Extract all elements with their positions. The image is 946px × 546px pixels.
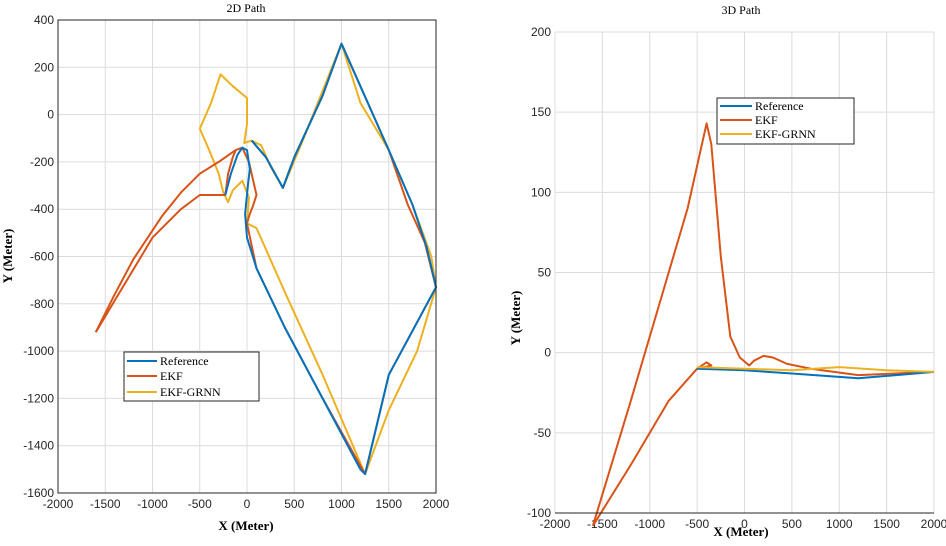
y-tick-label-3d: 200 bbox=[531, 25, 551, 39]
y-tick-label-2d: -800 bbox=[30, 297, 54, 311]
chart-2d-title: 2D Path bbox=[227, 1, 266, 15]
legend-2d-ekf-grnn: EKF-GRNN bbox=[160, 385, 221, 399]
x-tick-label-2d: -2000 bbox=[43, 497, 74, 511]
chart-3d-ylabel: Y (Meter) bbox=[508, 291, 523, 346]
legend-3d-reference: Reference bbox=[755, 99, 804, 113]
x-tick-label-2d: 500 bbox=[284, 497, 304, 511]
series-ekf-return-line bbox=[94, 149, 237, 333]
y-tick-label-2d: 400 bbox=[34, 13, 54, 27]
series-ekf-return-line bbox=[592, 361, 713, 527]
x-tick-label-3d: 2000 bbox=[921, 517, 946, 531]
chart-2d-plot-frame bbox=[57, 19, 437, 494]
chart-3d-xlabel: X (Meter) bbox=[713, 524, 768, 539]
x-tick-label-3d: -2000 bbox=[540, 517, 571, 531]
series-ekf-grnn-line bbox=[697, 366, 935, 373]
x-tick-label-2d: 0 bbox=[244, 497, 251, 511]
x-tick-label-2d: -500 bbox=[188, 497, 212, 511]
x-tick-label-2d: 1500 bbox=[375, 497, 402, 511]
y-tick-label-2d: -1000 bbox=[23, 344, 54, 358]
x-tick-label-2d: -1000 bbox=[137, 497, 168, 511]
chart-3d-legend: Reference EKF EKF-GRNN bbox=[716, 97, 855, 145]
x-tick-label-3d: 1000 bbox=[826, 517, 853, 531]
x-tick-label-2d: 1000 bbox=[328, 497, 355, 511]
x-tick-label-3d: 1500 bbox=[873, 517, 900, 531]
x-tick-label-3d: -500 bbox=[685, 517, 709, 531]
y-tick-label-2d: -1400 bbox=[23, 439, 54, 453]
x-tick-label-3d: -1500 bbox=[587, 517, 618, 531]
series-ekf-line bbox=[94, 42, 437, 476]
series-reference-line bbox=[697, 367, 935, 380]
y-tick-label-2d: -1200 bbox=[23, 391, 54, 405]
y-tick-label-3d: -100 bbox=[527, 506, 551, 520]
x-tick-label-2d: -1500 bbox=[90, 497, 121, 511]
y-tick-label-3d: 0 bbox=[544, 346, 551, 360]
series-reference-line bbox=[224, 42, 437, 476]
chart-2d-legend: Reference EKF EKF-GRNN bbox=[123, 351, 260, 402]
x-tick-label-2d: 2000 bbox=[423, 497, 450, 511]
chart-2d-path: 2D Path X (Meter) Y (Meter) -2000 -1500 -1… bbox=[0, 1, 450, 533]
y-tick-label-2d: -200 bbox=[30, 155, 54, 169]
chart-3d-path: 3D Path X (Meter) Y (Meter) -2000 -1500 -1… bbox=[508, 3, 946, 539]
series-ekf-line bbox=[591, 122, 935, 527]
y-tick-label-2d: -400 bbox=[30, 202, 54, 216]
chart-2d-xlabel: X (Meter) bbox=[218, 518, 273, 533]
y-tick-label-2d: -600 bbox=[30, 250, 54, 264]
chart-2d-ylabel: Y (Meter) bbox=[0, 229, 15, 284]
legend-3d-ekf-grnn: EKF-GRNN bbox=[755, 127, 816, 141]
y-tick-label-3d: 100 bbox=[531, 185, 551, 199]
legend-2d-ekf: EKF bbox=[160, 369, 183, 383]
legend-3d-ekf: EKF bbox=[755, 113, 778, 127]
y-tick-label-3d: -50 bbox=[534, 426, 552, 440]
x-tick-label-3d: 500 bbox=[782, 517, 802, 531]
y-tick-label-3d: 150 bbox=[531, 105, 551, 119]
y-tick-label-3d: 50 bbox=[538, 266, 552, 280]
y-tick-label-2d: 200 bbox=[34, 60, 54, 74]
y-tick-label-2d: -1600 bbox=[23, 486, 54, 500]
chart-3d-title: 3D Path bbox=[722, 3, 761, 17]
legend-2d-reference: Reference bbox=[160, 354, 209, 368]
x-tick-label-3d: 0 bbox=[741, 517, 748, 531]
x-tick-label-3d: -1000 bbox=[634, 517, 665, 531]
y-tick-label-2d: 0 bbox=[47, 108, 54, 122]
